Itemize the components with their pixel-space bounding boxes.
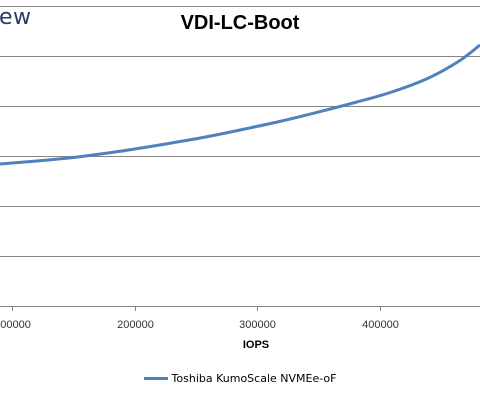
x-axis-ticks [12,306,381,311]
gridlines [0,6,480,257]
x-tick-label: 300000 [239,319,276,331]
logo-fragment: ew [0,5,32,30]
chart-title: VDI-LC-Boot [180,12,300,34]
series-lines [0,43,480,166]
legend: Toshiba KumoScale NVMEe-oF [0,372,480,385]
legend-label: Toshiba KumoScale NVMEe-oF [171,372,337,385]
x-tick-label: 100000 [0,319,31,331]
x-axis-title: IOPS [243,339,269,351]
x-tick-label: 400000 [362,319,399,331]
legend-swatch [143,377,168,380]
x-tick-label: 200000 [117,319,154,331]
x-axis-tick-labels: 100000 200000 300000 400000 [0,319,399,331]
series-line [0,43,480,166]
